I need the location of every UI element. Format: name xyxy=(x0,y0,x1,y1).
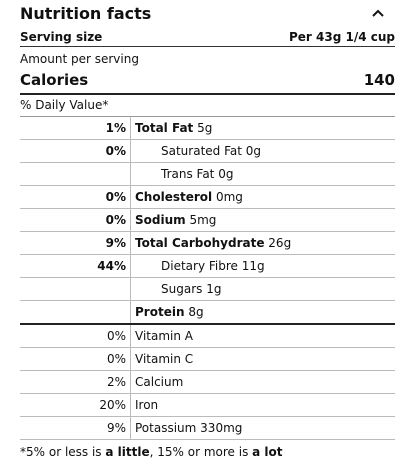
nutrient-name: Potassium xyxy=(135,421,197,435)
nutrient-name: Cholesterol xyxy=(135,190,213,204)
name-cell: Vitamin C xyxy=(131,348,193,370)
nutrition-panel: Nutrition facts Serving size Per 43g 1/4… xyxy=(20,0,395,462)
footnote-part: a lot xyxy=(252,445,283,459)
nutrient-row: 0% Vitamin A xyxy=(20,325,395,348)
nutrient-amount: 5g xyxy=(197,121,213,135)
calories-row: Calories 140 xyxy=(20,69,395,95)
percent-cell: 0% xyxy=(20,325,131,347)
percent-cell xyxy=(20,278,131,300)
nutrient-name: Trans Fat xyxy=(161,167,215,181)
nutrient-amount: 0mg xyxy=(215,190,243,204)
nutrient-name: Protein xyxy=(135,305,185,319)
percent-cell: 9% xyxy=(20,232,131,254)
nutrient-rows: 1% Total Fat 5g 0% Saturated Fat 0g Trans Fa… xyxy=(20,117,395,440)
serving-value: Per 43g 1/4 cup xyxy=(288,30,395,44)
nutrient-amount: 8g xyxy=(188,305,204,319)
nutrient-row: 2% Calcium xyxy=(20,371,395,394)
nutrient-name: Iron xyxy=(135,398,159,412)
nutrient-name: Sugars xyxy=(161,282,203,296)
footnote-part: , 15% or more is xyxy=(149,445,253,459)
nutrient-row: 44% Dietary Fibre 11g xyxy=(20,255,395,278)
name-cell: Vitamin A xyxy=(131,325,193,347)
nutrient-row: Protein 8g xyxy=(20,301,395,325)
calories-value: 140 xyxy=(363,71,395,89)
daily-value-header: % Daily Value* xyxy=(20,95,395,117)
name-cell: Dietary Fibre 11g xyxy=(131,255,265,277)
percent: 0% xyxy=(105,190,126,204)
percent-cell: 0% xyxy=(20,186,131,208)
nutrient-row: Sugars 1g xyxy=(20,278,395,301)
amount-per-serving: Amount per serving xyxy=(20,52,139,66)
percent: 0% xyxy=(105,213,126,227)
nutrient-name: Total Carbohydrate xyxy=(135,236,265,250)
nutrient-name: Dietary Fibre xyxy=(161,259,238,273)
percent-cell xyxy=(20,301,131,323)
percent: 9% xyxy=(105,236,126,250)
name-cell: Trans Fat 0g xyxy=(131,163,233,185)
percent: 2% xyxy=(106,375,126,389)
percent: 1% xyxy=(105,121,126,135)
nutrient-row: Trans Fat 0g xyxy=(20,163,395,186)
percent: 0% xyxy=(106,329,126,343)
percent-cell: 20% xyxy=(20,394,131,416)
percent-cell: 1% xyxy=(20,117,131,139)
nutrient-amount: 11g xyxy=(241,259,265,273)
name-cell: Total Fat 5g xyxy=(131,117,212,139)
footnote-part: a little xyxy=(105,445,150,459)
nutrient-amount: 0g xyxy=(218,167,234,181)
nutrient-name: Sodium xyxy=(135,213,186,227)
nutrient-amount: 26g xyxy=(268,236,292,250)
nutrient-name: Vitamin A xyxy=(135,329,193,343)
header: Nutrition facts xyxy=(20,0,395,28)
nutrient-row: 0% Cholesterol 0mg xyxy=(20,186,395,209)
nutrient-amount: 5mg xyxy=(189,213,217,227)
nutrient-amount: 330mg xyxy=(200,421,243,435)
nutrient-row: 0% Saturated Fat 0g xyxy=(20,140,395,163)
nutrient-row: 1% Total Fat 5g xyxy=(20,117,395,140)
serving-label: Serving size xyxy=(20,30,103,44)
nutrient-row: 20% Iron xyxy=(20,394,395,417)
name-cell: Total Carbohydrate 26g xyxy=(131,232,291,254)
name-cell: Protein 8g xyxy=(131,301,204,323)
nutrient-name: Total Fat xyxy=(135,121,194,135)
name-cell: Cholesterol 0mg xyxy=(131,186,243,208)
title: Nutrition facts xyxy=(20,4,152,23)
nutrient-name: Vitamin C xyxy=(135,352,194,366)
percent: 44% xyxy=(97,259,126,273)
percent-cell: 0% xyxy=(20,209,131,231)
percent-cell xyxy=(20,163,131,185)
percent-cell: 0% xyxy=(20,348,131,370)
name-cell: Sugars 1g xyxy=(131,278,221,300)
percent: 9% xyxy=(106,421,126,435)
percent-cell: 0% xyxy=(20,140,131,162)
nutrient-row: 0% Vitamin C xyxy=(20,348,395,371)
percent-cell: 44% xyxy=(20,255,131,277)
nutrient-row: 0% Sodium 5mg xyxy=(20,209,395,232)
serving-row: Serving size Per 43g 1/4 cup xyxy=(20,28,395,47)
percent: 0% xyxy=(105,144,126,158)
nutrient-amount: 0g xyxy=(245,144,262,158)
name-cell: Potassium 330mg xyxy=(131,417,242,439)
footnote-part: *5% or less is xyxy=(20,445,106,459)
collapse-caret[interactable] xyxy=(371,8,385,18)
calories-label: Calories xyxy=(20,71,89,89)
name-cell: Saturated Fat 0g xyxy=(131,140,261,162)
nutrient-name: Calcium xyxy=(135,375,184,389)
name-cell: Iron xyxy=(131,394,158,416)
percent: 0% xyxy=(106,352,126,366)
nutrient-row: 9% Total Carbohydrate 26g xyxy=(20,232,395,255)
nutrient-row: 9% Potassium 330mg xyxy=(20,417,395,440)
percent-cell: 2% xyxy=(20,371,131,393)
percent-cell: 9% xyxy=(20,417,131,439)
name-cell: Sodium 5mg xyxy=(131,209,216,231)
nutrient-amount: 1g xyxy=(206,282,222,296)
footnote: *5% or less is a little, 15% or more is … xyxy=(20,440,395,462)
nutrient-name: Saturated Fat xyxy=(161,144,242,158)
name-cell: Calcium xyxy=(131,371,183,393)
percent: 20% xyxy=(99,398,126,412)
